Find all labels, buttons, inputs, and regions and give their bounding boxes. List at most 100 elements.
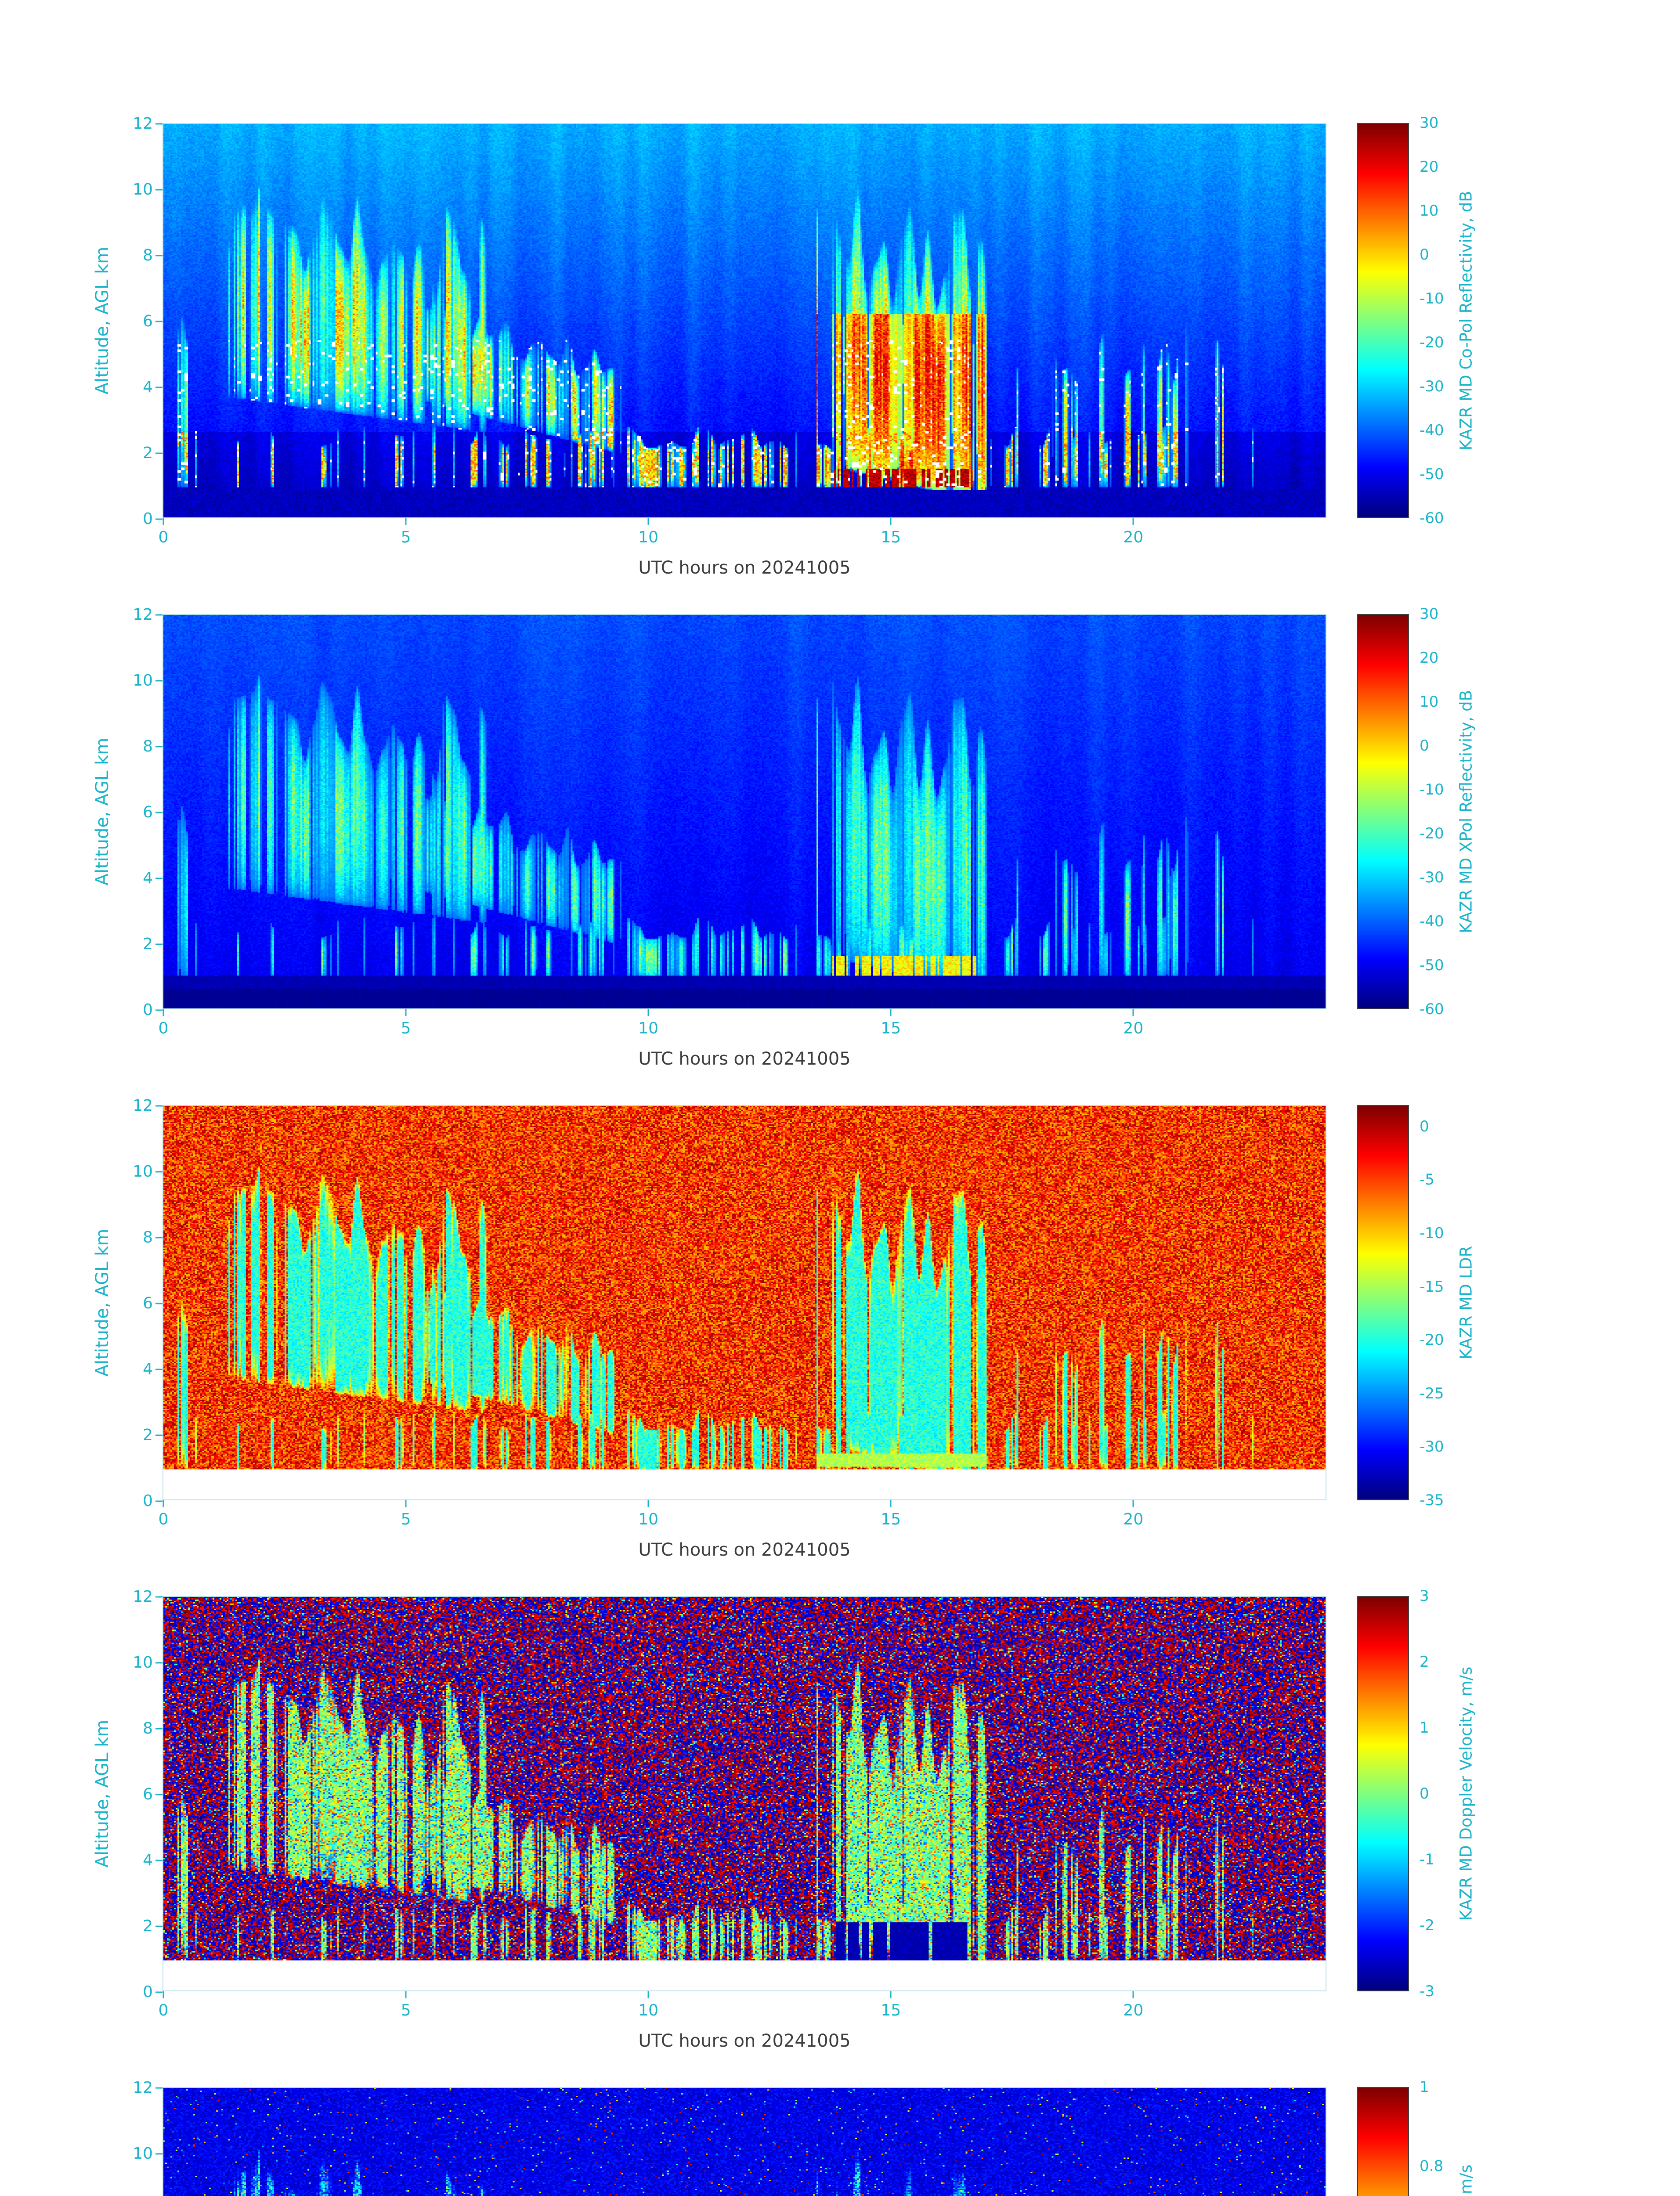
x-tick-label: 20 xyxy=(1123,1019,1144,1037)
colorbar-tick-label: -20 xyxy=(1420,1331,1444,1349)
y-tick-label: 2 xyxy=(143,1917,153,1935)
y-tick-mark xyxy=(155,1728,163,1730)
colorbar-tick-label: -30 xyxy=(1420,378,1444,395)
colorbar-tick-label: -1 xyxy=(1420,1851,1434,1868)
colorbar-title: KAZR MD LDR xyxy=(1456,1246,1476,1360)
y-tick-label: 4 xyxy=(143,378,153,396)
y-tick-mark xyxy=(155,518,163,520)
colorbar-gradient xyxy=(1358,124,1408,517)
x-tick-label: 20 xyxy=(1123,1510,1144,1528)
y-tick-label: 0 xyxy=(143,1983,153,2001)
x-tick-label: 20 xyxy=(1123,2001,1144,2019)
colorbar-tick-label: -20 xyxy=(1420,334,1444,351)
y-tick-mark xyxy=(155,878,163,879)
colorbar-tick-label: 10 xyxy=(1420,693,1439,711)
x-tick-label: 10 xyxy=(638,2001,659,2019)
x-tick-label: 5 xyxy=(401,1019,411,1037)
colorbar xyxy=(1357,2087,1409,2196)
heatmap-canvas xyxy=(163,1597,1326,1990)
x-tick-mark xyxy=(890,518,892,525)
colorbar-tick-label: 0 xyxy=(1420,246,1429,264)
x-tick-mark xyxy=(1132,1009,1134,1016)
x-axis-title: UTC hours on 20241005 xyxy=(638,1540,851,1560)
y-tick-mark xyxy=(155,1369,163,1370)
x-tick-label: 15 xyxy=(881,1019,901,1037)
colorbar-tick-label: -40 xyxy=(1420,913,1444,930)
y-axis-title: Altitude, AGL km xyxy=(92,737,112,886)
x-tick-mark xyxy=(890,1991,892,1998)
colorbar-title: KAZR MD Spectral Width, m/s xyxy=(1457,2164,1476,2196)
x-tick-label: 10 xyxy=(638,1510,659,1528)
colorbar xyxy=(1357,1105,1409,1500)
x-tick-label: 5 xyxy=(401,2001,411,2019)
y-tick-mark xyxy=(155,189,163,191)
y-tick-mark xyxy=(155,812,163,813)
colorbar-tick-label: -5 xyxy=(1420,1171,1434,1189)
colorbar xyxy=(1357,1596,1409,1991)
x-tick-mark xyxy=(1132,1500,1134,1507)
y-tick-label: 6 xyxy=(143,1785,153,1803)
x-tick-mark xyxy=(405,518,407,525)
y-tick-mark xyxy=(155,1662,163,1664)
colorbar-tick-label: 10 xyxy=(1420,202,1439,220)
x-tick-mark xyxy=(890,1500,892,1507)
colorbar-tick-label: -15 xyxy=(1420,1278,1444,1296)
y-tick-mark xyxy=(155,1303,163,1304)
heatmap-canvas xyxy=(163,1106,1326,1499)
x-axis-title: UTC hours on 20241005 xyxy=(638,1049,851,1069)
x-tick-mark xyxy=(1132,1991,1134,1998)
heatmap-canvas xyxy=(163,124,1326,517)
colorbar-tick-label: 1 xyxy=(1420,1719,1429,1737)
y-tick-label: 12 xyxy=(133,115,153,133)
y-tick-label: 0 xyxy=(143,1001,153,1019)
y-tick-mark xyxy=(155,1171,163,1173)
colorbar-tick-label: 0.8 xyxy=(1420,2157,1444,2175)
x-tick-label: 15 xyxy=(881,1510,901,1528)
colorbar-tick-label: -2 xyxy=(1420,1917,1434,1934)
x-tick-label: 5 xyxy=(401,1510,411,1528)
x-tick-mark xyxy=(163,1991,164,1998)
x-tick-label: 20 xyxy=(1123,528,1144,546)
colorbar-tick-label: 2 xyxy=(1420,1653,1429,1671)
y-tick-mark xyxy=(155,1009,163,1011)
panel-doppler-velocity: Altitude, AGL km 0 2 4 6 8 10 12 0 5 10 15 20 UTC … xyxy=(0,1589,1680,2087)
y-axis-title: Altitude, AGL km xyxy=(92,1719,112,1868)
y-tick-mark xyxy=(155,386,163,388)
y-tick-label: 2 xyxy=(143,1426,153,1444)
y-tick-mark xyxy=(155,1860,163,1861)
colorbar xyxy=(1357,123,1409,518)
x-tick-mark xyxy=(405,1991,407,1998)
y-tick-mark xyxy=(155,943,163,945)
y-tick-mark xyxy=(155,1991,163,1993)
x-tick-mark xyxy=(405,1500,407,1507)
colorbar-tick-label: 20 xyxy=(1420,158,1439,176)
colorbar-title: KAZR MD XPol Reflectivity, dB xyxy=(1456,690,1476,933)
panel-copol-reflectivity: Altitude, AGL km 0 2 4 6 8 10 12 0 5 10 15 20 UTC … xyxy=(0,116,1680,614)
y-tick-mark xyxy=(155,321,163,322)
colorbar-title: KAZR MD Doppler Velocity, m/s xyxy=(1456,1666,1476,1921)
y-tick-label: 0 xyxy=(143,1492,153,1510)
x-tick-label: 15 xyxy=(881,528,901,546)
y-tick-label: 8 xyxy=(143,246,153,264)
y-tick-mark xyxy=(155,1596,163,1598)
y-tick-mark xyxy=(155,680,163,682)
colorbar-tick-label: 0 xyxy=(1420,1117,1429,1135)
x-tick-label: 10 xyxy=(638,528,659,546)
y-axis-title: Altitude, AGL km xyxy=(92,1228,112,1377)
y-tick-mark xyxy=(155,1105,163,1107)
y-tick-label: 2 xyxy=(143,935,153,953)
y-tick-label: 4 xyxy=(143,1360,153,1378)
x-tick-mark xyxy=(163,1500,164,1507)
y-tick-label: 4 xyxy=(143,869,153,887)
y-tick-label: 6 xyxy=(143,803,153,821)
y-axis-title: Altitude, AGL km xyxy=(92,246,112,395)
y-tick-mark xyxy=(155,1434,163,1436)
y-tick-label: 8 xyxy=(143,1228,153,1246)
y-tick-label: 10 xyxy=(133,2145,153,2163)
y-tick-label: 8 xyxy=(143,1719,153,1737)
colorbar-tick-label: 0 xyxy=(1420,1785,1429,1802)
